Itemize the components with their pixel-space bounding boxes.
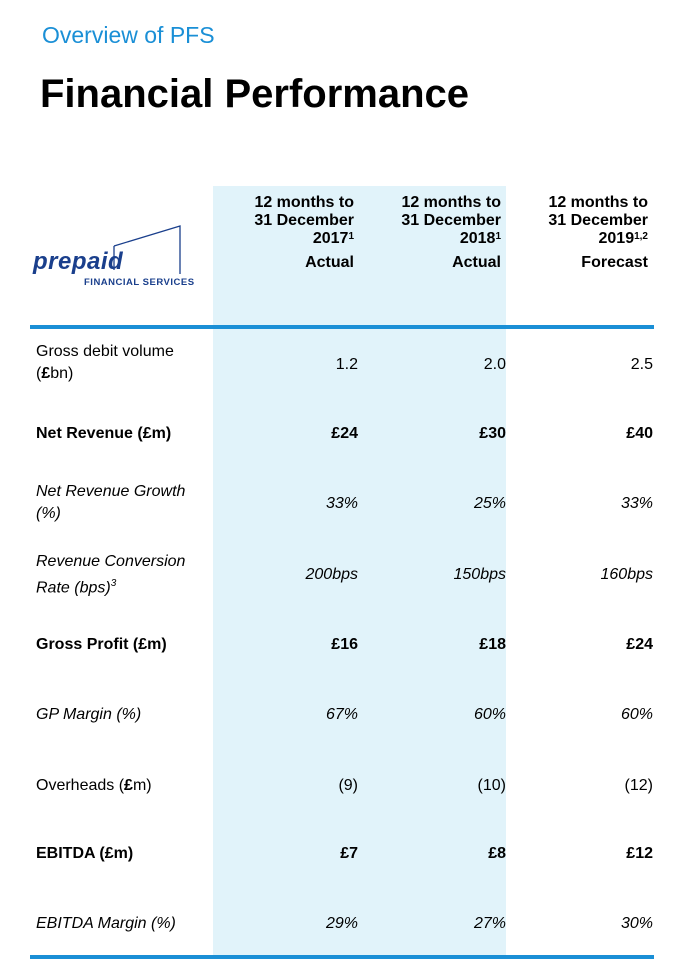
highlight-band	[213, 186, 506, 958]
table-cell: £7	[340, 845, 358, 862]
row-label-net-revenue: Net Revenue (£m)	[36, 425, 172, 442]
table-cell: £40	[626, 425, 653, 442]
table-cell: 29%	[325, 915, 358, 932]
row-label-ebitda: EBITDA (£m)	[36, 845, 134, 862]
row-label-gp-margin: GP Margin (%)	[36, 706, 142, 723]
logo-subtext: FINANCIAL SERVICES	[84, 277, 195, 288]
table-cell: £24	[626, 636, 653, 653]
table-cell: £18	[479, 636, 506, 653]
row-label-gross-profit: Gross Profit (£m)	[36, 636, 167, 653]
table-cell: 160bps	[600, 566, 654, 583]
prepaid-logo: prepaid FINANCIAL SERVICES	[30, 218, 210, 288]
table-cell: 67%	[325, 706, 358, 723]
table-cell: (9)	[338, 777, 358, 794]
table-cell: 60%	[473, 706, 506, 723]
table-cell: 25%	[473, 495, 506, 512]
table-cell: 33%	[620, 495, 653, 512]
table-cell: 2.5	[630, 356, 653, 373]
row-label-overheads: Overheads (£m)	[36, 777, 152, 794]
table-cell: 27%	[473, 915, 506, 932]
table-cell: (12)	[624, 777, 653, 794]
logo-roof-icon	[113, 225, 181, 274]
logo-wordmark: prepaid	[33, 248, 124, 275]
column-header-2018: 12 months to 31 December 20181 Actual	[401, 194, 501, 271]
table-cell: 150bps	[453, 566, 507, 583]
table-cell: £24	[331, 425, 358, 442]
table-cell: £12	[626, 845, 653, 862]
table-cell: 33%	[325, 495, 358, 512]
section-subtitle: Overview of PFS	[42, 22, 215, 48]
table-cell: 200bps	[305, 566, 359, 583]
column-header-2017: 12 months to 31 December 20171 Actual	[254, 194, 354, 271]
table-cell: £8	[488, 845, 506, 862]
table-cell: 1.2	[335, 356, 358, 373]
table-top-rule	[30, 325, 654, 329]
table-cell: 2.0	[483, 356, 506, 373]
row-label-ebitda-margin: EBITDA Margin (%)	[36, 915, 176, 932]
table-cell: £16	[331, 636, 358, 653]
page-title: Financial Performance	[40, 72, 470, 116]
table-cell: (10)	[477, 777, 506, 794]
table-cell: £30	[479, 425, 506, 442]
row-label-gross-debit-volume: Gross debit volume (£bn)	[36, 343, 174, 382]
table-cell: 30%	[620, 915, 653, 932]
row-label-revenue-conversion-rate: Revenue Conversion Rate (bps)3	[36, 553, 186, 597]
table-cell: 60%	[620, 706, 653, 723]
table-bottom-rule	[30, 955, 654, 959]
row-label-net-revenue-growth: Net Revenue Growth (%)	[36, 483, 186, 522]
column-header-2019: 12 months to 31 December 20191,2 Forecas…	[548, 194, 648, 271]
